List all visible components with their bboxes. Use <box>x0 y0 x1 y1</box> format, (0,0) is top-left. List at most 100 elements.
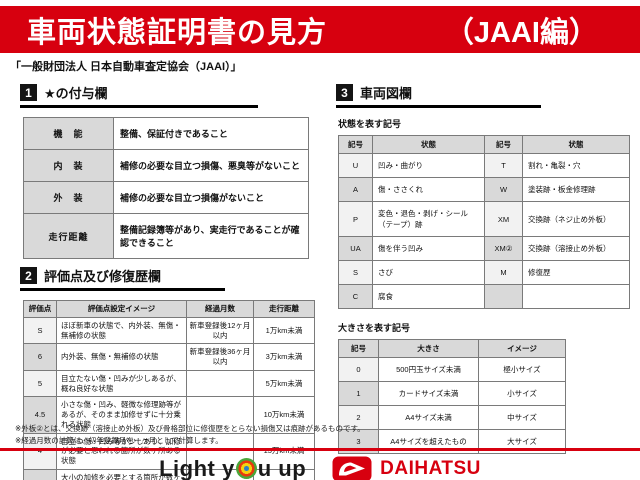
table-cell: 1 <box>338 381 379 406</box>
daihatsu-logo: DAIHATSU <box>332 456 481 480</box>
table-cell: 新車登録後12ヶ月以内 <box>186 316 254 345</box>
table-cell: 新車登録後36ヶ月以内 <box>186 343 254 371</box>
section3-number-badge: 3 <box>336 84 353 101</box>
table-cell: 評価点設定イメージ <box>56 300 187 318</box>
table-cell: U <box>338 153 373 178</box>
table-header-row: 記号 状態 記号 状態 <box>338 135 630 154</box>
table-row: 5 目立たない傷・凹みが少しあるが、概ね良好な状態 5万km未満 <box>23 369 315 398</box>
table-row: 内 装補修の必要な目立つ損傷、悪臭等がないこと <box>23 149 309 182</box>
daihatsu-wordmark: DAIHATSU <box>380 457 481 479</box>
size-symbols-label: 大きさを表す記号 <box>338 323 411 333</box>
table-cell: 大きさ <box>378 339 479 358</box>
section1-number-badge: 1 <box>20 84 37 101</box>
section3-title: 車両図欄 <box>360 86 413 101</box>
table-cell: 外 装 <box>23 181 114 214</box>
table-row: 6 内外装、無傷・無補修の状態 新車登録後36ヶ月以内 3万km未満 <box>23 343 315 371</box>
table-cell: 機 能 <box>23 117 114 150</box>
section1-title: ★の付与欄 <box>44 86 108 101</box>
table-row: 機 能整備、保証付きであること <box>23 117 309 150</box>
table-cell: 記号 <box>338 135 373 154</box>
table-cell: 記号 <box>338 339 379 358</box>
table-cell: イメージ <box>478 339 566 358</box>
grade-history-table: 評価点 評価点設定イメージ 経過月数 走行距離 S ほぼ新車の状態で、内外装、無傷・無補… <box>23 300 315 480</box>
section1-header: 1 ★の付与欄 <box>20 83 258 108</box>
table-cell: 交換跡（ネジ止め外板） <box>522 201 630 237</box>
table-cell: 修復歴 <box>522 260 630 285</box>
table-cell: A <box>338 177 373 202</box>
footnote-months: ※経過月数の計算は、初年登録月を一ヶ月として計算します。 <box>15 435 223 445</box>
table-cell: 極小サイズ <box>478 357 566 382</box>
table-row: C 腐食 <box>338 284 630 309</box>
table-cell: P <box>338 201 373 237</box>
table-cell: 割れ・亀裂・穴 <box>522 153 630 178</box>
table-cell: W <box>484 177 523 202</box>
table-cell: 小サイズ <box>478 381 566 406</box>
section3-header: 3 車両図欄 <box>336 83 541 108</box>
table-cell: 1万km未満 <box>253 316 315 345</box>
table-row: 0 500円玉サイズ未満 極小サイズ <box>338 357 566 382</box>
table-cell: 状態 <box>522 135 630 154</box>
page-title-edition: （JAAI編） <box>444 16 598 49</box>
table-cell: 5 <box>23 369 57 398</box>
table-row: 3.5大小の加修を必要とする箇所が数ヶ所ある状態又は外板②適用車 <box>23 468 315 480</box>
table-cell: 補修の必要な目立つ損傷、悪臭等がないこと <box>113 149 309 182</box>
table-row: A 傷・ささくれ W 塗装跡・板金修理跡 <box>338 177 630 202</box>
table-cell: 目立つ傷・凹み等が少しあり、加修が必要と思われる箇所が数ヶ所ある状態 <box>56 432 187 470</box>
table-cell: 評価点 <box>23 300 57 318</box>
table-cell: 内 装 <box>23 149 114 182</box>
table-cell: 傷を伴う凹み <box>372 236 485 261</box>
right-column: 3 車両図欄 状態を表す記号 記号 状態 記号 状態 U 凹み・曲がり T 割れ・亀裂・穴 A… <box>336 76 630 480</box>
table-row: P 変色・退色・剥げ・シール（テープ）跡 XM 交換跡（ネジ止め外板） <box>338 201 630 237</box>
table-row: 4目立つ傷・凹み等が少しあり、加修が必要と思われる箇所が数ヶ所ある状態15万km… <box>23 432 315 470</box>
table-cell: 整備、保証付きであること <box>113 117 309 150</box>
table-row: S ほぼ新車の状態で、内外装、無傷・無補修の状態 新車登録後12ヶ月以内 1万km未満 <box>23 316 315 345</box>
table-header-row: 記号 大きさ イメージ <box>338 339 566 358</box>
table-cell: 500円玉サイズ未満 <box>378 357 479 382</box>
table-cell <box>522 284 630 309</box>
table-cell: 腐食 <box>372 284 485 309</box>
footer: Light y u up DAIHATSU <box>0 448 640 480</box>
table-cell: 5万km未満 <box>253 369 315 398</box>
table-cell: 傷・ささくれ <box>372 177 485 202</box>
light-you-up-logo: Light y u up <box>159 456 306 480</box>
footnotes: ※外板②とは、交換跡（溶接止め外板）及び骨格部位に修復歴をとらない損傷又は痕跡が… <box>15 423 365 446</box>
slogan-text-left: Light y <box>159 455 235 480</box>
table-cell <box>186 432 254 470</box>
table-cell: 2 <box>338 405 379 430</box>
page-title: 車両状態証明書の見方 <box>27 16 328 49</box>
daihatsu-d-mark-icon <box>332 456 372 480</box>
table-cell: 0 <box>338 357 379 382</box>
table-cell: 4 <box>23 432 57 470</box>
section2-title: 評価点及び修復歴欄 <box>44 269 162 284</box>
table-cell: 状態 <box>372 135 485 154</box>
table-cell: 内外装、無傷・無補修の状態 <box>56 343 187 371</box>
left-column: 1 ★の付与欄 機 能整備、保証付きであること内 装補修の必要な目立つ損傷、悪臭… <box>20 76 320 480</box>
table-cell: 凹み・曲がり <box>372 153 485 178</box>
table-cell: UA <box>338 236 373 261</box>
table-cell <box>484 284 523 309</box>
table-cell: T <box>484 153 523 178</box>
table-cell: 塗装跡・板金修理跡 <box>522 177 630 202</box>
slogan-text-right: u up <box>257 455 307 480</box>
table-cell: S <box>23 316 57 345</box>
state-symbols-label: 状態を表す記号 <box>338 119 402 129</box>
star-criteria-table: 機 能整備、保証付きであること内 装補修の必要な目立つ損傷、悪臭等がないこと外 … <box>23 117 309 259</box>
table-row: 1 カードサイズ未満 小サイズ <box>338 381 566 406</box>
table-cell: 記号 <box>484 135 523 154</box>
page: 車両状態証明書の見方 （JAAI編） 「一般財団法人 日本自動車査定協会（JAA… <box>0 6 640 480</box>
table-cell: 4.5 <box>23 396 57 434</box>
table-cell: XM <box>484 201 523 237</box>
table-header-row: 評価点 評価点設定イメージ 経過月数 走行距離 <box>23 300 315 318</box>
table-row: 走行距離 整備記録簿等があり、実走行であることが確認できること <box>23 213 309 259</box>
table-cell: 変色・退色・剥げ・シール（テープ）跡 <box>372 201 485 237</box>
table-cell: 経過月数 <box>186 300 254 318</box>
state-symbols-table: 記号 状態 記号 状態 U 凹み・曲がり T 割れ・亀裂・穴 A 傷・ささくれ W 塗装跡・板金修理… <box>338 135 630 309</box>
table-cell: 6 <box>23 343 57 371</box>
table-cell: S <box>338 260 373 285</box>
table-cell: 中サイズ <box>478 405 566 430</box>
table-cell: 3万km未満 <box>253 343 315 371</box>
table-cell: 整備記録簿等があり、実走行であることが確認できること <box>113 213 309 259</box>
section2-number-badge: 2 <box>20 267 37 284</box>
table-row: S さび M 修復歴 <box>338 260 630 285</box>
table-cell <box>186 396 254 434</box>
